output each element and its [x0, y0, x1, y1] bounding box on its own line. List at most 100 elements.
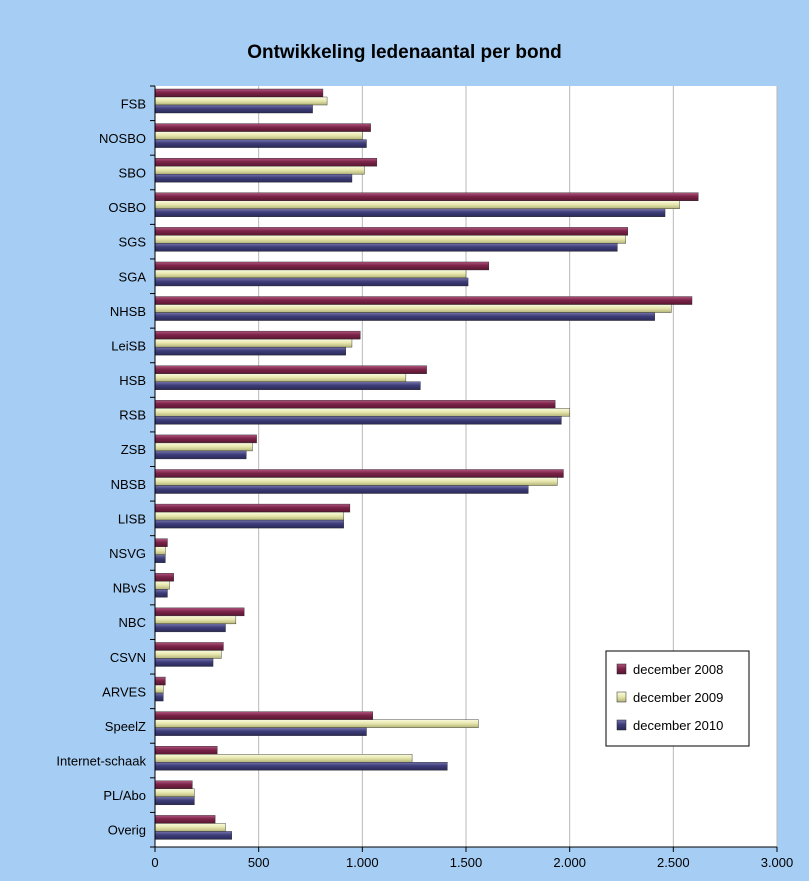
legend-label: december 2008 — [633, 662, 723, 677]
bar-sga-series-1 — [154, 261, 490, 271]
bar-zsb-series-2 — [154, 442, 253, 452]
category-label: CSVN — [110, 650, 146, 665]
category-label: OSBO — [108, 200, 146, 215]
bar-nsvg-series-3 — [154, 554, 166, 563]
bar-zsb-series-1 — [154, 434, 257, 444]
category-label: ZSB — [121, 442, 146, 457]
category-label: SBO — [119, 165, 146, 180]
bar-nsvg-series-2 — [154, 546, 166, 555]
category-label: SpeelZ — [105, 719, 146, 734]
bar-overig-series-2 — [154, 823, 226, 832]
bar-osbo-series-3 — [154, 208, 666, 217]
category-label: NBvS — [113, 581, 147, 596]
bar-sbo-series-2 — [154, 165, 365, 175]
bar-nbc-series-1 — [154, 607, 245, 617]
legend-swatch — [616, 663, 627, 675]
bar-hsb-series-3 — [154, 381, 421, 390]
bar-fsb-series-3 — [154, 104, 313, 114]
bar-sga-series-2 — [154, 269, 467, 279]
bar-nosbo-series-1 — [154, 123, 371, 132]
category-label: HSB — [119, 373, 146, 388]
bar-pl-abo-series-1 — [154, 780, 193, 790]
bar-nbc-series-3 — [154, 623, 226, 633]
bar-nosbo-series-3 — [154, 139, 367, 148]
x-tick-label: 1.500 — [450, 855, 483, 870]
bar-sgs-series-2 — [154, 235, 626, 244]
bar-nhsb-series-1 — [154, 296, 693, 305]
legend-swatch — [616, 691, 627, 703]
x-tick-label: 500 — [248, 855, 270, 870]
bar-internet-schaak-series-3 — [154, 762, 448, 771]
bar-lisb-series-2 — [154, 511, 344, 521]
bar-hsb-series-2 — [154, 373, 407, 382]
bar-lisb-series-1 — [154, 503, 351, 513]
bar-overig-series-1 — [154, 815, 216, 824]
x-tick-label: 3.000 — [761, 855, 794, 870]
bar-nbvs-series-1 — [154, 573, 174, 582]
category-label: ARVES — [102, 684, 146, 699]
bar-sgs-series-3 — [154, 243, 618, 252]
bar-rsb-series-3 — [154, 416, 562, 425]
x-tick-label: 2.000 — [553, 855, 586, 870]
bar-sbo-series-1 — [154, 157, 378, 167]
bar-osbo-series-2 — [154, 200, 680, 209]
bar-arves-series-2 — [154, 684, 164, 694]
bar-internet-schaak-series-2 — [154, 754, 413, 763]
bar-hsb-series-1 — [154, 365, 427, 374]
legend-label: december 2010 — [633, 718, 723, 733]
bar-nbsb-series-2 — [154, 477, 558, 486]
category-label: RSB — [119, 408, 146, 423]
category-label: PL/Abo — [103, 788, 146, 803]
bar-fsb-series-2 — [154, 96, 328, 106]
bar-nbc-series-2 — [154, 615, 237, 625]
bar-lisb-series-3 — [154, 519, 344, 529]
bar-sbo-series-3 — [154, 173, 353, 183]
bar-leisb-series-3 — [154, 346, 346, 356]
category-label: SGA — [119, 269, 147, 284]
bar-rsb-series-2 — [154, 408, 570, 417]
x-tick-label: 0 — [151, 855, 158, 870]
bar-zsb-series-3 — [154, 450, 247, 460]
bar-csvn-series-2 — [154, 650, 222, 659]
bar-nsvg-series-1 — [154, 538, 168, 547]
bar-arves-series-3 — [154, 692, 164, 702]
category-label: NBSB — [111, 477, 146, 492]
category-label: Internet-schaak — [56, 754, 146, 769]
bar-sga-series-3 — [154, 277, 469, 287]
bar-nbsb-series-1 — [154, 469, 564, 478]
bar-nbvs-series-2 — [154, 581, 170, 590]
bar-pl-abo-series-3 — [154, 796, 195, 806]
bar-speelz-series-2 — [154, 719, 479, 728]
bar-csvn-series-3 — [154, 658, 214, 667]
bar-arves-series-1 — [154, 676, 166, 686]
bar-speelz-series-3 — [154, 727, 367, 736]
bar-pl-abo-series-2 — [154, 788, 195, 798]
bar-sgs-series-1 — [154, 227, 628, 236]
legend-box — [605, 650, 750, 747]
bar-nhsb-series-3 — [154, 312, 655, 321]
bar-leisb-series-2 — [154, 338, 353, 348]
category-label: NHSB — [110, 304, 146, 319]
axes: FSB NOSBO SBO OSBO SGS SGA NHSB LeiSB HSB RSB ZSB N… — [56, 85, 794, 870]
category-label: NSVG — [109, 546, 146, 561]
legend: december 2008 december 2009 december 2010 — [605, 650, 750, 747]
category-label: LISB — [118, 511, 146, 526]
bar-osbo-series-1 — [154, 192, 699, 201]
bars — [154, 88, 699, 840]
chart-title: Ontwikkeling ledenaantal per bond — [247, 42, 562, 63]
bar-speelz-series-1 — [154, 711, 373, 720]
legend-swatch — [616, 719, 627, 731]
bar-nosbo-series-2 — [154, 131, 363, 140]
legend-label: december 2009 — [633, 690, 723, 705]
bar-csvn-series-1 — [154, 642, 224, 651]
bar-internet-schaak-series-1 — [154, 746, 218, 755]
category-label: Overig — [108, 823, 146, 838]
category-label: SGS — [119, 235, 147, 250]
bar-overig-series-3 — [154, 831, 232, 840]
category-label: LeiSB — [111, 338, 146, 353]
bar-rsb-series-1 — [154, 400, 556, 409]
category-label: NOSBO — [99, 131, 146, 146]
bar-fsb-series-1 — [154, 88, 324, 98]
x-tick-label: 2.500 — [657, 855, 690, 870]
